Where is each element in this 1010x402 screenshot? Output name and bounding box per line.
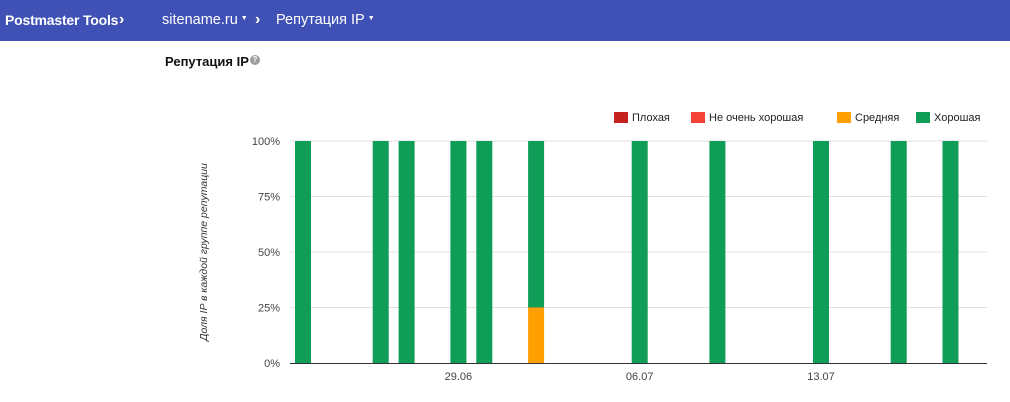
bar-segment [631,141,648,363]
legend-label: Не очень хорошая [709,112,803,124]
legend-label: Плохая [632,112,670,124]
bar-segment [450,141,467,363]
y-tick-label: 75% [258,192,280,204]
breadcrumb-chevron-icon: › [119,11,125,28]
page-title-text: Репутация IP [165,54,249,69]
bar-segment [813,141,829,363]
section-selector-dropdown[interactable]: Репутация IP ▼ [276,0,375,41]
page-title: Репутация IP? [165,54,260,69]
bar-segment [295,141,311,363]
help-icon[interactable]: ? [249,55,260,65]
y-tick-label: 25% [258,303,280,315]
legend-label: Хорошая [934,112,981,124]
domain-selector-dropdown[interactable]: sitename.ru ▼ [162,0,248,41]
bar-segment [398,141,415,363]
top-app-bar: Postmaster Tools › sitename.ru ▼ › Репута… [0,0,1010,41]
bar-segment [942,141,959,363]
x-tick-label: 06.07 [626,371,654,383]
x-tick-label: 13.07 [807,371,835,383]
x-tick-label: 29.06 [445,371,473,383]
caret-down-icon: ▼ [367,15,375,23]
bar-segment [476,141,493,363]
bar-segment [709,141,726,363]
legend-swatch [916,112,930,123]
y-tick-label: 50% [258,247,280,259]
legend-swatch [837,112,851,123]
domain-selector-label: sitename.ru [162,12,238,28]
bar-segment [890,141,907,363]
legend-swatch [614,112,628,123]
legend-label: Средняя [855,112,899,124]
bar-segment [528,141,545,308]
bar-segment [528,307,545,363]
breadcrumb-chevron-icon: › [255,11,261,28]
y-tick-label: 0% [264,358,280,370]
section-selector-label: Репутация IP [276,12,365,28]
y-tick-label: 100% [252,136,280,148]
bar-segment [372,141,389,363]
app-brand-link[interactable]: Postmaster Tools [5,12,119,28]
caret-down-icon: ▼ [240,15,248,23]
legend-swatch [691,112,705,123]
y-axis-title: Доля IP в каждой группе репутации [198,163,210,342]
